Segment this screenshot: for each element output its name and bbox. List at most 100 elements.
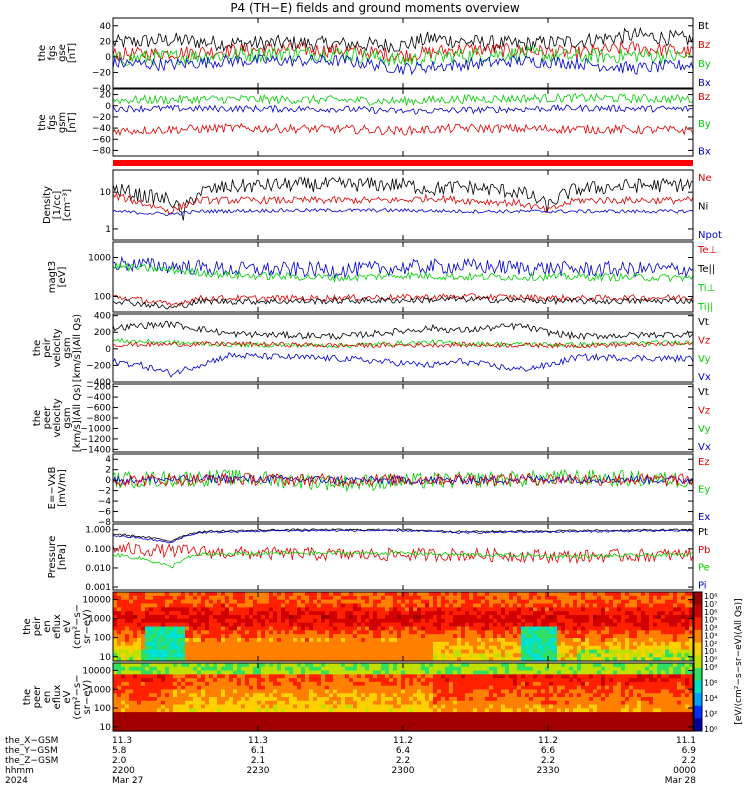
spectrogram-cell [213,727,218,732]
spectrogram-cell [317,712,322,717]
spectrogram-cell [409,634,414,639]
spectrogram-cell [161,618,166,624]
spectrogram-cell [113,708,118,713]
spectrogram-cell [269,715,274,721]
spectrogram-cell [189,653,194,658]
spectrogram-cell [409,708,414,713]
spectrogram-cell [193,727,198,732]
spectrogram-cell [225,649,230,654]
spectrogram-cell [493,670,498,675]
spectrogram-cell [229,697,234,702]
spectrogram-cell [245,592,250,597]
spectrogram-cell [397,626,402,631]
spectrogram-cell [557,681,562,687]
spectrogram-cell [477,603,482,608]
spectrogram-cell [421,607,426,612]
spectrogram-cell [177,700,182,706]
spectrogram-cell [297,723,302,728]
spectrogram-cell [441,592,446,597]
spectrogram-cell [497,603,502,608]
spectrogram-cell [397,599,402,605]
spectrogram-cell [477,622,482,628]
spectrogram-cell [653,599,658,605]
spectrogram-cell [329,704,334,709]
spectrogram-cell [249,727,254,732]
spectrogram-cell [341,727,346,732]
spectrogram-cell [273,622,278,628]
spectrogram-cell [281,657,286,662]
spectrogram-cell [145,708,150,713]
spectrogram-cell [125,641,130,647]
spectrogram-cell [513,715,518,721]
spectrogram-cell [545,670,550,675]
spectrogram-cell [397,645,402,651]
spectrogram-cell [165,712,170,717]
spectrogram-cell [153,630,158,635]
spectrogram-cell [325,611,330,616]
spectrogram-cell [453,678,458,683]
spectrogram-cell [457,595,462,601]
spectrogram-cell [245,641,250,647]
spectrogram-cell [233,719,238,725]
spectrogram-cell [465,712,470,717]
spectrogram-cell [189,663,194,668]
spectrogram-cell [573,595,578,601]
spectrogram-cell [245,622,250,628]
spectrogram-cell [489,641,494,647]
spectrogram-cell [297,657,302,662]
spectrogram-cell [381,704,386,709]
spectrogram-cell [193,611,198,616]
spectrogram-cell [181,615,186,620]
spectrogram-cell [309,689,314,694]
spectrogram-cell [265,592,270,597]
spectrogram-cell [565,603,570,608]
spectrogram-cell [353,630,358,635]
spectrogram-cell [149,678,154,683]
y-tick-label: 1 [105,225,111,235]
spectrogram-cell [209,712,214,717]
spectrogram-cell [613,634,618,639]
spectrogram-cell [225,657,230,662]
spectrogram-cell [237,663,242,668]
spectrogram-cell [225,645,230,651]
spectrogram-cell [293,685,298,691]
spectrogram-cell [373,638,378,643]
spectrogram-cell [497,719,502,725]
spectrogram-cell [253,697,258,702]
spectrogram-cell [401,595,406,601]
spectrogram-cell [197,645,202,651]
spectrogram-cell [565,641,570,647]
spectrogram-cell [229,715,234,721]
spectrogram-cell [197,719,202,725]
spectrogram-cell [145,641,150,647]
spectrogram-cell [553,723,558,728]
spectrogram-cell [413,641,418,647]
spectrogram-cell [545,595,550,601]
spectrogram-cell [269,704,274,709]
spectrogram-cell [405,674,410,679]
spectrogram-cell [197,723,202,728]
spectrogram-cell [605,645,610,651]
spectrogram-cell [445,727,450,732]
spectrogram-cell [285,712,290,717]
spectrogram-cell [481,666,486,672]
spectrogram-cell [557,622,562,628]
spectrogram-cell [445,595,450,601]
spectrogram-cell [369,638,374,643]
spectrogram-cell [197,649,202,654]
spectrogram-cell [221,723,226,728]
spectrogram-cell [617,615,622,620]
spectrogram-cell [273,693,278,698]
spectrogram-cell [673,645,678,651]
spectrogram-cell [441,712,446,717]
spectrogram-cell [429,645,434,651]
spectrogram-cell [273,638,278,643]
spectrogram-cell [189,678,194,683]
spectrogram-cell [641,634,646,639]
spectrogram-cell [329,723,334,728]
spectrogram-cell [441,595,446,601]
spectrogram-cell [141,626,146,631]
spectrogram-cell [257,681,262,687]
spectrogram-cell [165,723,170,728]
spectrogram-cell [521,657,526,662]
